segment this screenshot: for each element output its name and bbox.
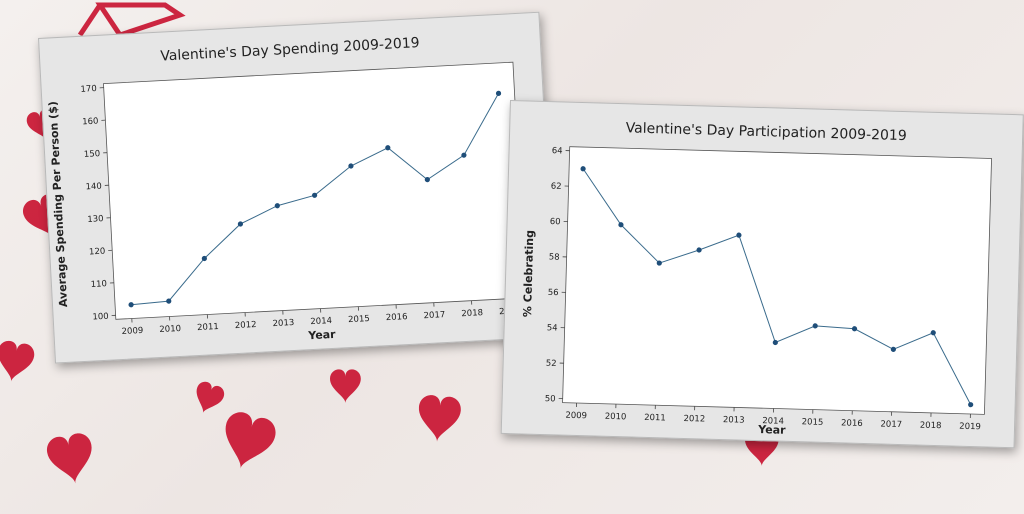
- participation-x-tick-label: 2013: [723, 415, 745, 426]
- heart-decoration: [0, 340, 35, 382]
- spending-x-tick-label: 2012: [235, 320, 257, 331]
- participation-x-tick-label: 2011: [644, 413, 666, 424]
- participation-y-tick-label: 52: [546, 359, 557, 369]
- participation-data-point: [851, 326, 858, 332]
- spending-y-tick-label: 130: [87, 214, 104, 225]
- heart-decoration: [225, 412, 276, 469]
- spending-y-tick-label: 150: [84, 149, 101, 160]
- spending-x-axis-label: Year: [307, 328, 336, 342]
- participation-x-tick-label: 2012: [683, 414, 705, 425]
- spending-x-tick-label: 2016: [386, 312, 408, 323]
- spending-y-tick-label: 100: [92, 312, 109, 323]
- spending-y-axis-label: Average Spending Per Person ($): [46, 101, 70, 308]
- spending-chart: Valentine's Day Spending 2009-2019 Avera…: [46, 35, 526, 342]
- participation-x-tick-label: 2018: [920, 421, 942, 432]
- participation-y-tick-label: 50: [545, 394, 556, 404]
- spending-chart-card: Valentine's Day Spending 2009-2019 Avera…: [38, 11, 557, 364]
- participation-data-point: [696, 247, 702, 253]
- participation-data-point: [812, 323, 818, 329]
- spending-data-point: [312, 192, 318, 198]
- participation-x-tick-label: 2017: [880, 419, 902, 430]
- participation-y-tick-label: 62: [551, 182, 562, 192]
- spending-data-point: [495, 90, 502, 96]
- spending-data-point: [166, 298, 172, 304]
- participation-data-point: [618, 222, 624, 228]
- spending-y-tick-label: 170: [80, 84, 97, 95]
- participation-y-axis-label: % Celebrating: [521, 230, 536, 317]
- spending-y-tick-label: 110: [91, 279, 108, 290]
- spending-data-point: [201, 255, 207, 262]
- spending-data-point: [348, 163, 354, 169]
- participation-x-tick-label: 2010: [605, 412, 627, 423]
- participation-x-tick-label: 2016: [841, 418, 863, 429]
- participation-x-axis-label: Year: [757, 423, 786, 437]
- participation-data-point: [580, 166, 586, 172]
- spending-data-point: [461, 152, 467, 158]
- participation-y-tick-label: 54: [547, 323, 558, 333]
- heart-decoration: [196, 381, 225, 413]
- heart-decoration: [47, 433, 92, 484]
- spending-chart-title: Valentine's Day Spending 2009-2019: [160, 35, 420, 65]
- participation-x-tick-label: 2009: [565, 411, 587, 422]
- participation-chart-title: Valentine's Day Participation 2009-2019: [625, 120, 906, 144]
- spending-data-point: [128, 302, 134, 308]
- participation-data-point: [930, 330, 936, 336]
- heart-decoration: [418, 395, 461, 442]
- spending-data-point: [385, 145, 391, 151]
- participation-y-tick-label: 56: [548, 288, 559, 298]
- participation-data-point: [772, 339, 778, 346]
- spending-data-point: [424, 177, 430, 183]
- spending-x-tick-label: 2018: [461, 308, 483, 319]
- heart-decoration: [330, 369, 361, 403]
- spending-x-tick-label: 2015: [348, 314, 370, 325]
- participation-x-tick-label: 2015: [802, 417, 824, 428]
- participation-y-tick-label: 60: [550, 217, 561, 227]
- spending-y-tick-label: 160: [82, 117, 99, 128]
- spending-x-tick-label: 2009: [121, 326, 143, 337]
- spending-x-tick-label: 2010: [159, 324, 181, 335]
- participation-data-point: [890, 346, 896, 352]
- spending-x-tick-label: 2013: [272, 318, 294, 329]
- spending-y-tick-label: 140: [85, 182, 102, 193]
- spending-x-tick-label: 2011: [197, 322, 219, 333]
- participation-y-tick-label: 64: [552, 146, 563, 156]
- spending-plot-area: [103, 61, 526, 320]
- spending-y-tick-label: 120: [89, 247, 106, 258]
- spending-data-point: [274, 203, 280, 209]
- participation-chart: Valentine's Day Participation 2009-2019 …: [521, 120, 992, 437]
- participation-x-tick-label: 2019: [959, 422, 981, 433]
- spending-x-tick-label: 2017: [423, 310, 445, 321]
- participation-plot-area: [562, 146, 992, 415]
- spending-data-point: [237, 221, 244, 227]
- participation-chart-card: Valentine's Day Participation 2009-2019 …: [500, 100, 1024, 449]
- participation-data-point: [736, 232, 742, 238]
- participation-x-tick-label: 2014: [762, 416, 784, 427]
- heart-outline-decoration: [77, 2, 186, 38]
- participation-data-point: [656, 260, 662, 266]
- participation-data-point: [968, 402, 974, 408]
- spending-x-tick-label: 2014: [310, 316, 332, 327]
- participation-y-tick-label: 58: [549, 252, 560, 262]
